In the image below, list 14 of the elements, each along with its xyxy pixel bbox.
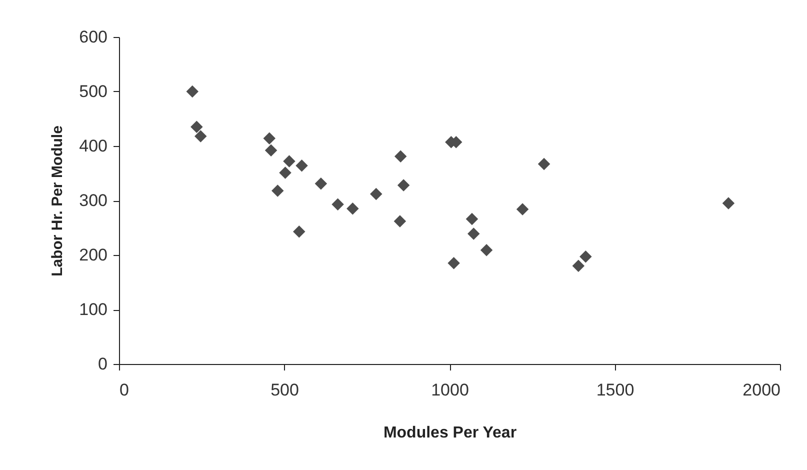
x-tick-label: 1500 (596, 380, 634, 400)
x-axis-title: Modules Per Year (383, 424, 517, 442)
x-tick-label: 0 (120, 380, 129, 400)
y-axis-title: Labor Hr. Per Module (49, 126, 66, 276)
x-tick-label: 2000 (742, 380, 780, 400)
x-tick-label: 1000 (431, 380, 469, 400)
y-tick-label: 200 (79, 246, 108, 264)
y-tick-label: 100 (79, 300, 108, 319)
x-tick-label: 500 (270, 380, 299, 400)
y-tick-label: 600 (79, 28, 108, 46)
y-tick-label: 400 (79, 136, 108, 156)
y-tick-label: 0 (98, 354, 108, 374)
y-tick-label: 300 (79, 191, 108, 210)
y-tick-label: 500 (79, 82, 108, 101)
